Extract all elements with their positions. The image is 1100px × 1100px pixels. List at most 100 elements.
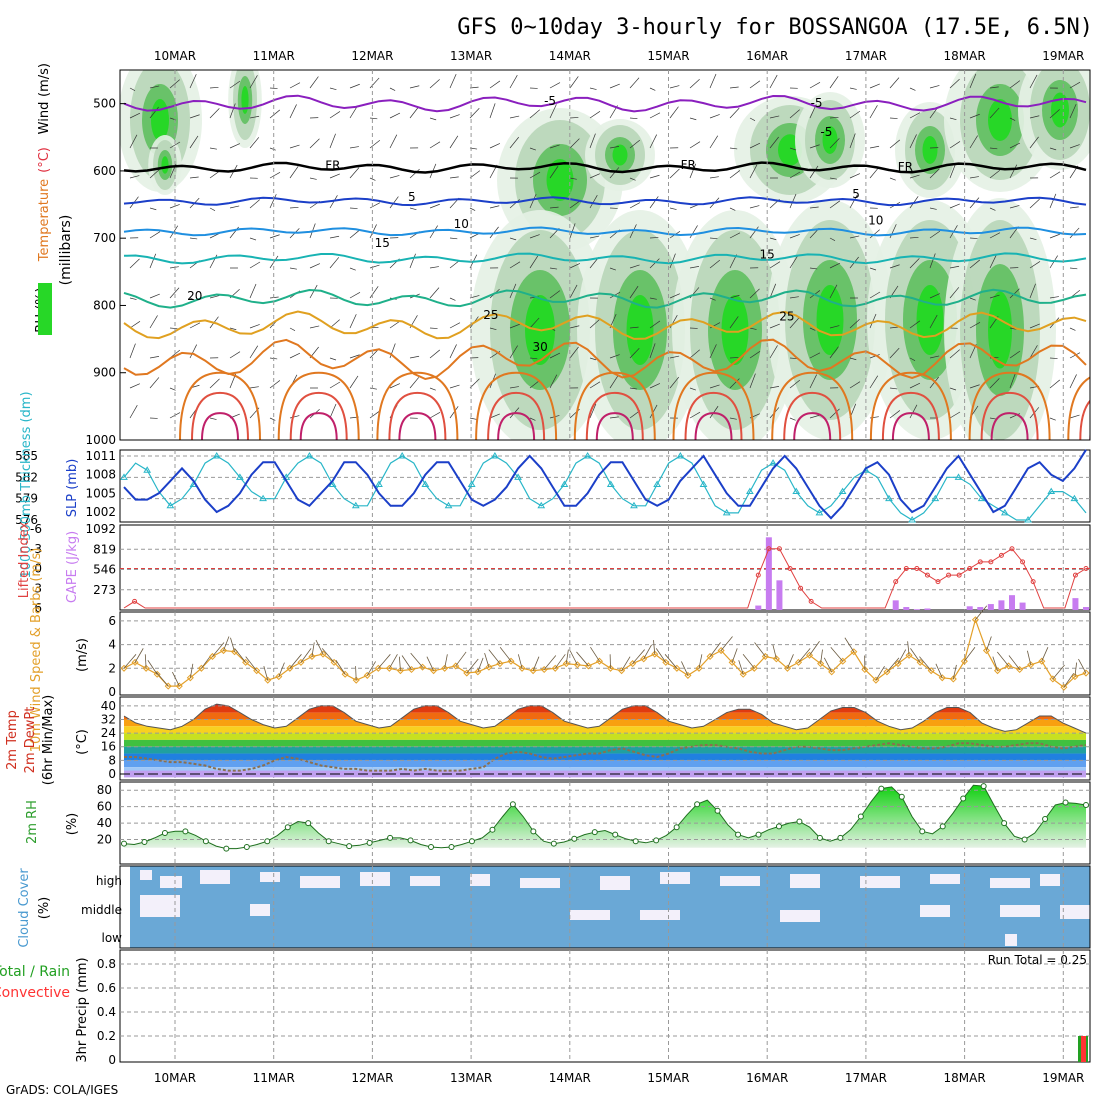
li-marker: [988, 559, 994, 565]
wind-barb: [129, 321, 141, 329]
thickness-marker: [583, 452, 592, 459]
wind-barb: [869, 267, 877, 271]
wind-barb: [649, 174, 660, 179]
wind-barb: [189, 176, 199, 179]
thickness-marker: [120, 473, 128, 480]
wind-barb: [729, 107, 740, 119]
wind-barb: [489, 413, 500, 419]
wind-barb: [729, 357, 739, 359]
wind-barb: [749, 117, 756, 121]
wind-barb: [689, 387, 696, 391]
rh-marker: [857, 813, 864, 820]
wind-barb: [809, 144, 820, 149]
top-date-label: 16MAR: [746, 49, 788, 63]
wind-barb: [489, 103, 496, 119]
wind-barb: [989, 294, 1000, 299]
wind-barb: [289, 267, 298, 270]
temp-band: [124, 746, 1086, 754]
wind-barb: [309, 177, 317, 180]
contour-label: 5: [408, 190, 416, 204]
wind-barb: [829, 408, 840, 419]
wind-barb: [649, 383, 661, 389]
wind-barb: [269, 109, 281, 119]
wind-barb: [629, 77, 640, 89]
wind-barb: [909, 258, 920, 269]
pressure-tick: 800: [93, 298, 116, 312]
cloud-gap: [920, 905, 950, 917]
wind-barb: [449, 176, 459, 179]
cloud-gap: [640, 910, 680, 920]
wind-barb: [389, 134, 398, 149]
rh-marker: [243, 843, 250, 850]
wind-barb: [689, 225, 698, 239]
wind-speed-marker: [186, 674, 194, 682]
temp-band: [124, 760, 1086, 768]
contour-25: [123, 310, 1087, 340]
wind-barb: [569, 138, 580, 149]
wind-barb: [129, 343, 136, 359]
wind-barb: [949, 203, 960, 209]
wind-barb: [969, 322, 981, 329]
wind-barb-10m: [643, 644, 652, 660]
rh-marker: [407, 837, 414, 844]
wind-barb: [869, 83, 880, 89]
slp-tick: 1011: [85, 449, 116, 463]
wind-barb: [949, 287, 960, 299]
rh-marker: [898, 793, 905, 800]
precip-tick: 0.2: [97, 1029, 116, 1043]
wind-barb-10m: [886, 657, 900, 673]
cape-tick: 273: [93, 583, 116, 597]
wind-barb: [249, 199, 260, 209]
wind-barb: [149, 168, 160, 179]
wind-barb-10m: [144, 654, 147, 669]
wind-barb-10m: [311, 642, 315, 657]
wind-speed-marker: [828, 668, 836, 676]
warm-contour: [672, 371, 755, 440]
wind-barb: [789, 171, 801, 179]
rh2m-axis-label: 2m RH: [25, 800, 40, 844]
wind-barb: [369, 139, 381, 149]
wind-barb: [529, 109, 540, 119]
wind-speed-marker: [142, 664, 150, 672]
wind-speed-marker: [772, 655, 780, 663]
wind-barb: [969, 135, 978, 149]
wind-barb: [429, 287, 440, 299]
wind-barb: [249, 137, 260, 149]
rh-shade-saturated: [988, 99, 1012, 141]
pressure-tick: 500: [93, 97, 116, 111]
warm-contour: [585, 391, 644, 440]
wind-barb: [689, 349, 700, 359]
wind-barb: [129, 258, 140, 269]
precip-total-label: Total / Rain: [0, 964, 70, 980]
wind-speed-marker: [994, 667, 1002, 675]
rh-marker: [714, 807, 721, 814]
precip-conv-bar: [1081, 1036, 1086, 1062]
bottom-date-label: 11MAR: [253, 1071, 295, 1085]
wind-barb: [529, 193, 537, 209]
wind-barb: [429, 387, 436, 391]
wind-barb: [709, 73, 717, 89]
rh-marker: [694, 801, 701, 808]
wind-barb: [589, 319, 600, 329]
warm-contour: [881, 391, 940, 440]
wind-barb-10m: [389, 654, 398, 669]
wind-barb-10m: [653, 640, 656, 655]
wind-barb: [529, 147, 536, 151]
wind-barb: [269, 147, 276, 151]
thickness-marker: [1024, 516, 1032, 523]
wind-barb-10m: [772, 644, 777, 659]
temperature-axis-label: Temperature: [37, 179, 52, 262]
wind-barb: [609, 416, 619, 419]
pressure-tick: 700: [93, 231, 116, 245]
wind-barb-10m: [709, 642, 721, 657]
cloud-gap: [780, 910, 820, 922]
wind-barb: [289, 206, 299, 209]
li-marker: [998, 552, 1004, 558]
wind-barb: [869, 313, 877, 329]
cape-frame: [119, 524, 1091, 611]
wind-barb: [1009, 142, 1021, 149]
rh-shade-saturated: [612, 144, 628, 166]
wind-barb: [809, 374, 818, 389]
wind-barb: [409, 106, 419, 119]
wind-barb: [289, 82, 301, 89]
